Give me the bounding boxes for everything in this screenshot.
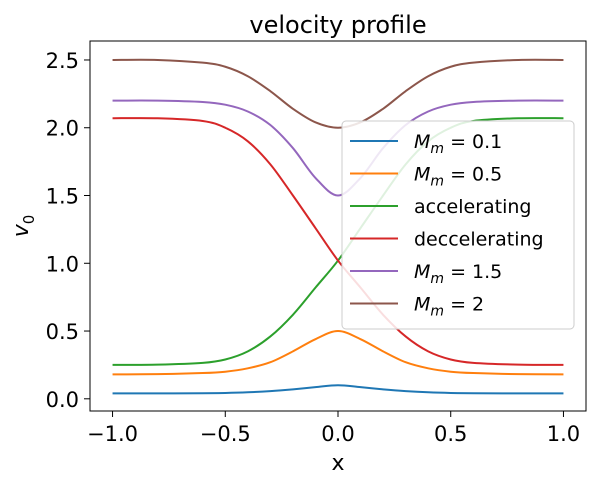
y-tick-label-1: 0.5: [46, 320, 79, 344]
chart-title: velocity profile: [249, 11, 426, 39]
series-line-0: [113, 385, 564, 393]
legend-label-3: deccelerating: [414, 229, 544, 251]
series-line-1: [113, 331, 564, 374]
y-tick-label-0: 0.0: [46, 388, 79, 412]
legend-label-2: accelerating: [414, 196, 531, 218]
y-axis-label-sub: 0: [20, 215, 38, 225]
y-tick-label-2: 1.0: [46, 252, 79, 276]
x-axis-ticks: −1.0 −0.5 0.0 0.5 1.0: [87, 411, 580, 446]
legend: Mm = 0.1Mm = 0.5acceleratingdecceleratin…: [342, 121, 574, 329]
x-tick-label-4: 1.0: [547, 422, 580, 446]
x-tick-label-0: −1.0: [87, 422, 138, 446]
x-tick-label-2: 0.0: [321, 422, 354, 446]
x-axis-label: x: [331, 451, 344, 476]
x-tick-label-3: 0.5: [434, 422, 467, 446]
y-axis-ticks: 0.0 0.5 1.0 1.5 2.0 2.5: [46, 49, 90, 412]
y-axis-label-main: v: [9, 223, 34, 237]
y-tick-label-5: 2.5: [46, 49, 79, 73]
x-tick-label-1: −0.5: [200, 422, 251, 446]
y-axis-label: v0: [9, 215, 38, 238]
y-tick-label-4: 2.0: [46, 117, 79, 141]
y-tick-label-3: 1.5: [46, 185, 79, 209]
series-line-5: [113, 60, 564, 128]
